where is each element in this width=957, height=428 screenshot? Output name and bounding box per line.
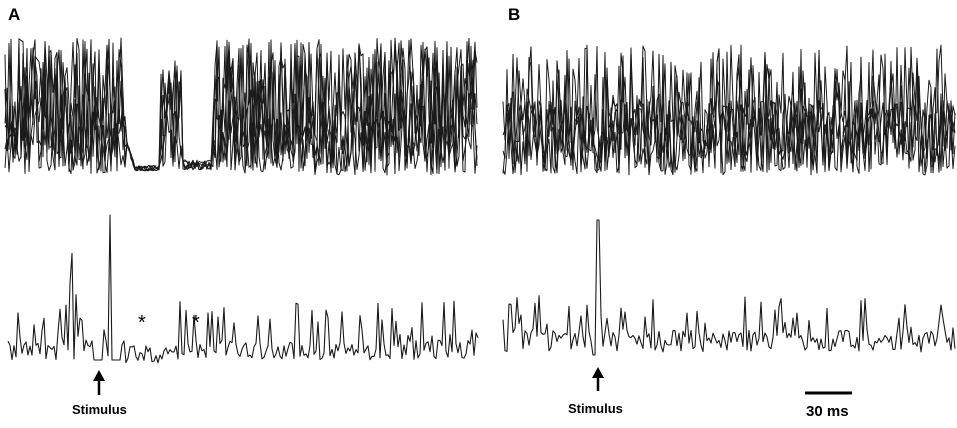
- overlay-sweep: [4, 38, 478, 175]
- asterisk-1: *: [138, 312, 146, 334]
- panel-a-overlay-traces: [4, 37, 478, 176]
- single-trace: [502, 219, 956, 356]
- stimulus-arrow-b-icon: [592, 367, 604, 391]
- scale-bar-label: 30 ms: [806, 403, 849, 420]
- stimulus-label-b: Stimulus: [568, 401, 623, 416]
- panel-b-single-trace: [502, 219, 956, 356]
- stimulus-label-a: Stimulus: [72, 402, 127, 417]
- stimulus-arrow-a-icon: [93, 370, 105, 395]
- panel-b-label: B: [508, 5, 521, 24]
- overlay-sweep: [502, 44, 956, 175]
- overlay-sweep: [502, 46, 956, 176]
- panel-a-label: A: [8, 5, 21, 24]
- overlay-sweep: [502, 44, 956, 176]
- panel-b-overlay-traces: [502, 44, 956, 176]
- single-trace: [7, 214, 479, 364]
- panel-a-single-trace: [7, 214, 479, 364]
- overlay-sweep: [4, 37, 478, 175]
- asterisk-2: *: [192, 312, 200, 334]
